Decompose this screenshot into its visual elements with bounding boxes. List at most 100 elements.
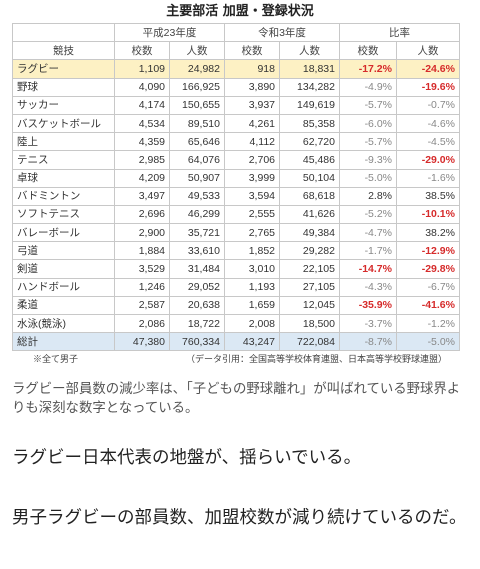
paragraph-foundation: ラグビー日本代表の地盤が、揺らいでいる。 <box>12 448 362 468</box>
cell-s3: 2,555 <box>224 204 280 225</box>
cell-rs: -8.7% <box>339 332 397 352</box>
table-row: 水泳(競泳) 2,086 18,722 2,008 18,500 -3.7% -1.2% <box>12 313 460 334</box>
cell-s23: 2,900 <box>114 223 170 243</box>
cell-rp: -6.7% <box>396 277 460 297</box>
cell-s3: 3,937 <box>224 95 280 115</box>
table-title: 主要部活 加盟・登録状況 <box>166 4 314 19</box>
cell-rp: -29.8% <box>396 259 460 279</box>
cell-p23: 24,982 <box>169 59 225 79</box>
cell-p3: 85,358 <box>279 113 340 134</box>
paragraph-decline-rate: ラグビー部員数の減少率は、「子どもの野球離れ」が叫ばれている野球界よりも深刻な数… <box>12 382 461 416</box>
cell-name: 野球 <box>12 77 115 97</box>
table-total-row: 総計 47,380 760,334 43,247 722,084 -8.7% -5.0% <box>12 332 460 352</box>
table-row: テニス 2,985 64,076 2,706 45,486 -9.3% -29.0% <box>12 150 460 170</box>
cell-p3: 134,282 <box>279 77 340 97</box>
cell-p3: 62,720 <box>279 132 340 152</box>
cell-rs: -17.2% <box>339 59 397 79</box>
cell-p3: 12,045 <box>279 295 340 316</box>
cell-rs: -5.7% <box>339 132 397 152</box>
cell-p3: 18,500 <box>279 313 340 334</box>
cell-p3: 22,105 <box>279 259 340 279</box>
cell-p23: 50,907 <box>169 168 225 188</box>
table-row: ソフトテニス 2,696 46,299 2,555 41,626 -5.2% -10.1% <box>12 204 460 225</box>
cell-s23: 1,884 <box>114 241 170 261</box>
header-row-columns: 競技 校数 人数 校数 人数 校数 人数 <box>12 41 460 61</box>
cell-s23: 47,380 <box>114 332 170 352</box>
cell-p23: 29,052 <box>169 277 225 297</box>
table-row: 野球 4,090 166,925 3,890 134,282 -4.9% -19.6% <box>12 77 460 97</box>
table-row: サッカー 4,174 150,655 3,937 149,619 -5.7% -0.7% <box>12 95 460 115</box>
cell-p3: 722,084 <box>279 332 340 352</box>
cell-rp: -41.6% <box>396 295 460 316</box>
note-all-male: ※全て男子 <box>33 354 79 364</box>
cell-s3: 918 <box>224 59 280 79</box>
cell-name: 総計 <box>12 332 115 352</box>
cell-rp: -4.5% <box>396 132 460 152</box>
cell-p23: 150,655 <box>169 95 225 115</box>
cell-name: 陸上 <box>12 132 115 152</box>
cell-p23: 64,076 <box>169 150 225 170</box>
header-ratio: 比率 <box>339 22 460 43</box>
cell-s23: 4,090 <box>114 77 170 97</box>
cell-name: ラグビー <box>12 59 115 79</box>
table-row: ラグビー 1,109 24,982 918 18,831 -17.2% -24.6% <box>12 59 460 79</box>
cell-s3: 3,999 <box>224 168 280 188</box>
cell-s3: 43,247 <box>224 332 280 352</box>
cell-name: ソフトテニス <box>12 204 115 225</box>
cell-p23: 33,610 <box>169 241 225 261</box>
cell-rs: -4.9% <box>339 77 397 97</box>
cell-rp: -29.0% <box>396 150 460 170</box>
cell-p23: 31,484 <box>169 259 225 279</box>
header-schools-h23: 校数 <box>114 41 170 61</box>
cell-p3: 27,105 <box>279 277 340 297</box>
header-h23: 平成23年度 <box>114 22 225 43</box>
cell-s3: 2,765 <box>224 223 280 243</box>
cell-s23: 1,109 <box>114 59 170 79</box>
cell-s3: 3,890 <box>224 77 280 97</box>
cell-p23: 35,721 <box>169 223 225 243</box>
cell-p23: 166,925 <box>169 77 225 97</box>
cell-s23: 2,086 <box>114 313 170 334</box>
cell-rp: 38.5% <box>396 186 460 206</box>
cell-name: ハンドボール <box>12 277 115 297</box>
cell-s3: 4,261 <box>224 113 280 134</box>
cell-rp: -1.6% <box>396 168 460 188</box>
cell-p3: 45,486 <box>279 150 340 170</box>
table-row: 陸上 4,359 65,646 4,112 62,720 -5.7% -4.5% <box>12 132 460 152</box>
cell-rp: 38.2% <box>396 223 460 243</box>
cell-name: 弓道 <box>12 241 115 261</box>
cell-rp: -4.6% <box>396 113 460 134</box>
cell-s3: 1,852 <box>224 241 280 261</box>
header-schools-r3: 校数 <box>224 41 280 61</box>
cell-p23: 46,299 <box>169 204 225 225</box>
cell-rs: -14.7% <box>339 259 397 279</box>
cell-rs: -5.0% <box>339 168 397 188</box>
header-people-h23: 人数 <box>169 41 225 61</box>
cell-p3: 149,619 <box>279 95 340 115</box>
table-row: 剣道 3,529 31,484 3,010 22,105 -14.7% -29.8% <box>12 259 460 279</box>
paragraph-members-decreasing: 男子ラグビーの部員数、加盟校数が減り続けているのだ。 <box>12 508 467 528</box>
table-row: ハンドボール 1,246 29,052 1,193 27,105 -4.3% -6.7% <box>12 277 460 297</box>
cell-rp: -1.2% <box>396 313 460 334</box>
cell-p3: 29,282 <box>279 241 340 261</box>
cell-rp: -10.1% <box>396 204 460 225</box>
cell-s23: 4,174 <box>114 95 170 115</box>
cell-rs: -35.9% <box>339 295 397 316</box>
cell-s3: 2,706 <box>224 150 280 170</box>
table-row: バスケットボール 4,534 89,510 4,261 85,358 -6.0% -4.6% <box>12 113 460 134</box>
cell-rs: -9.3% <box>339 150 397 170</box>
cell-s23: 1,246 <box>114 277 170 297</box>
cell-rp: -19.6% <box>396 77 460 97</box>
cell-rp: -24.6% <box>396 59 460 79</box>
cell-s3: 2,008 <box>224 313 280 334</box>
header-schools-ratio: 校数 <box>339 41 397 61</box>
cell-p23: 65,646 <box>169 132 225 152</box>
cell-s23: 4,209 <box>114 168 170 188</box>
cell-p3: 50,104 <box>279 168 340 188</box>
cell-name: 柔道 <box>12 295 115 316</box>
cell-rs: -4.7% <box>339 223 397 243</box>
cell-s23: 2,696 <box>114 204 170 225</box>
cell-p3: 49,384 <box>279 223 340 243</box>
table-notes: ※全て男子 （データ引用：全国高等学校体育連盟、日本高等学校野球連盟） <box>0 352 480 366</box>
cell-name: 卓球 <box>12 168 115 188</box>
